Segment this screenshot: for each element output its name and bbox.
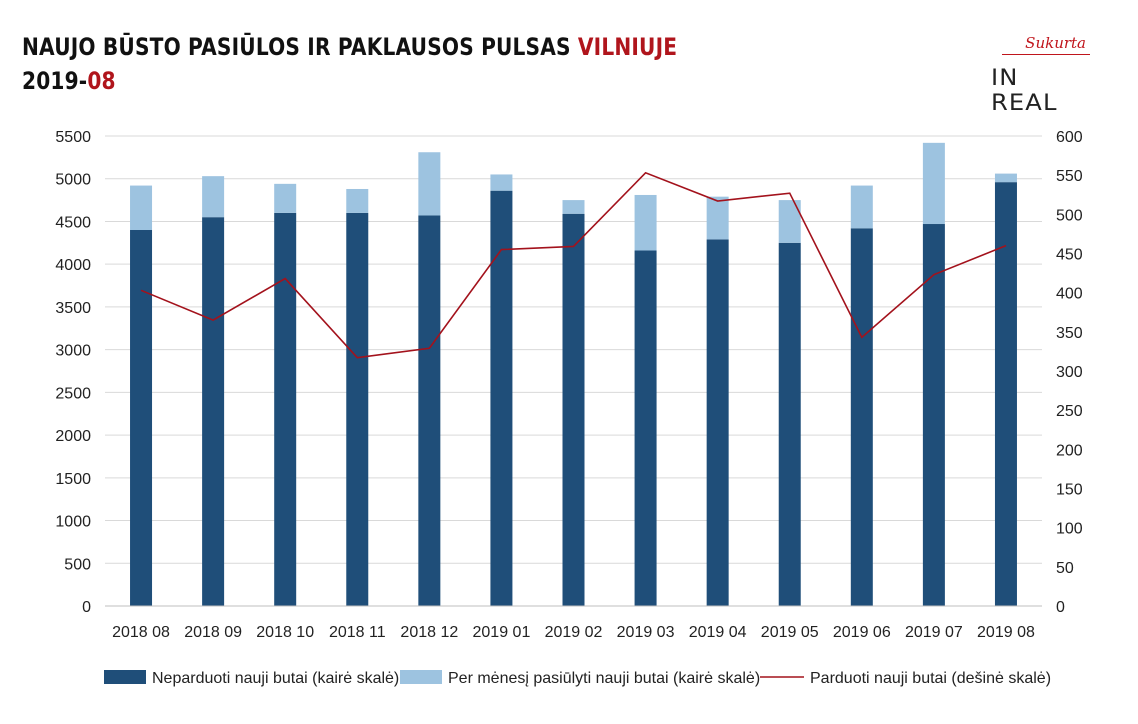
legend-swatch-offered bbox=[400, 670, 442, 684]
title-month: 08 bbox=[87, 67, 116, 95]
bar-offered bbox=[922, 142, 945, 225]
x-tick-label: 2019 08 bbox=[977, 624, 1035, 641]
legend-label-offered: Per mėnesį pasiūlyti nauji butai (kairė … bbox=[448, 670, 760, 687]
bar-unsold bbox=[994, 182, 1017, 607]
bar-offered bbox=[418, 152, 441, 216]
x-tick-label: 2018 11 bbox=[329, 624, 386, 641]
bar-unsold bbox=[346, 212, 369, 606]
logo-underline bbox=[1002, 54, 1090, 55]
bar-unsold bbox=[490, 190, 513, 606]
y-left-tick-label: 4000 bbox=[55, 257, 91, 274]
y-left-tick-label: 3000 bbox=[55, 343, 91, 360]
legend-label-unsold: Neparduoti nauji butai (kairė skalė) bbox=[152, 670, 399, 687]
logo-inreal-text: IN REAL bbox=[991, 66, 1058, 116]
y-left-tick-label: 5500 bbox=[55, 129, 91, 146]
y-right-tick-label: 300 bbox=[1056, 364, 1083, 381]
bar-unsold bbox=[706, 239, 729, 606]
y-right-tick-label: 600 bbox=[1056, 129, 1083, 146]
bar-unsold bbox=[850, 228, 873, 607]
logo-sukurta-text: Sukurta bbox=[1025, 34, 1086, 52]
bar-offered bbox=[850, 185, 873, 229]
bar-unsold bbox=[562, 213, 585, 606]
bar-offered bbox=[346, 188, 369, 213]
y-left-tick-label: 0 bbox=[82, 599, 91, 616]
legend-label-sold: Parduoti nauji butai (dešinė skalė) bbox=[810, 670, 1051, 687]
x-tick-label: 2019 06 bbox=[833, 624, 891, 641]
title-line-2: 2019-08 bbox=[22, 64, 677, 98]
y-left-tick-label: 3500 bbox=[55, 300, 91, 317]
x-tick-label: 2018 09 bbox=[184, 624, 242, 641]
bar-offered bbox=[778, 200, 801, 243]
y-right-tick-label: 400 bbox=[1056, 286, 1083, 303]
bar-offered bbox=[706, 196, 729, 240]
x-tick-label: 2018 08 bbox=[112, 624, 170, 641]
y-right-tick-label: 200 bbox=[1056, 442, 1083, 459]
brand-logo: Sukurta IN REAL bbox=[991, 34, 1090, 116]
y-right-tick-label: 100 bbox=[1056, 521, 1083, 538]
x-tick-label: 2019 04 bbox=[689, 624, 747, 641]
bar-unsold bbox=[274, 212, 297, 606]
bar-offered bbox=[562, 200, 585, 214]
bar-unsold bbox=[418, 215, 441, 607]
bar-offered bbox=[490, 174, 513, 191]
bar-unsold bbox=[130, 230, 153, 606]
title-line-1: NAUJO BŪSTO PASIŪLOS IR PAKLAUSOS PULSAS… bbox=[22, 30, 677, 64]
bar-offered bbox=[274, 183, 297, 213]
bar-unsold bbox=[778, 242, 801, 606]
y-right-tick-label: 50 bbox=[1056, 560, 1074, 577]
bar-unsold bbox=[922, 224, 945, 606]
title-year: 2019- bbox=[22, 67, 88, 95]
y-left-tick-label: 4500 bbox=[55, 214, 91, 231]
bar-unsold bbox=[634, 250, 657, 606]
chart-title: NAUJO BŪSTO PASIŪLOS IR PAKLAUSOS PULSAS… bbox=[22, 30, 677, 98]
y-right-tick-label: 350 bbox=[1056, 325, 1083, 342]
y-left-tick-label: 500 bbox=[64, 556, 91, 573]
y-left-tick-label: 5000 bbox=[55, 172, 91, 189]
y-right-tick-label: 150 bbox=[1056, 482, 1083, 499]
title-city: VILNIUJE bbox=[577, 33, 678, 61]
y-left-tick-label: 2000 bbox=[55, 428, 91, 445]
y-right-tick-label: 550 bbox=[1056, 168, 1083, 185]
x-tick-label: 2018 10 bbox=[256, 624, 314, 641]
x-tick-label: 2018 12 bbox=[400, 624, 458, 641]
bar-offered bbox=[130, 185, 153, 230]
x-tick-label: 2019 02 bbox=[545, 624, 603, 641]
y-right-tick-label: 250 bbox=[1056, 403, 1083, 420]
y-left-tick-label: 1500 bbox=[55, 471, 91, 488]
y-right-tick-label: 500 bbox=[1056, 207, 1083, 224]
y-right-tick-label: 0 bbox=[1056, 599, 1065, 616]
y-left-tick-label: 2500 bbox=[55, 385, 91, 402]
bar-offered bbox=[994, 173, 1017, 183]
bar-unsold bbox=[202, 217, 225, 606]
title-main-text: NAUJO BŪSTO PASIŪLOS IR PAKLAUSOS PULSAS bbox=[22, 33, 578, 61]
y-right-tick-label: 450 bbox=[1056, 247, 1083, 264]
bar-offered bbox=[202, 176, 225, 218]
x-tick-label: 2019 03 bbox=[617, 624, 675, 641]
y-left-tick-label: 1000 bbox=[55, 514, 91, 531]
x-tick-label: 2019 07 bbox=[905, 624, 963, 641]
x-tick-label: 2019 01 bbox=[473, 624, 531, 641]
legend-swatch-unsold bbox=[104, 670, 146, 684]
x-tick-label: 2019 05 bbox=[761, 624, 819, 641]
bar-offered bbox=[634, 194, 657, 251]
